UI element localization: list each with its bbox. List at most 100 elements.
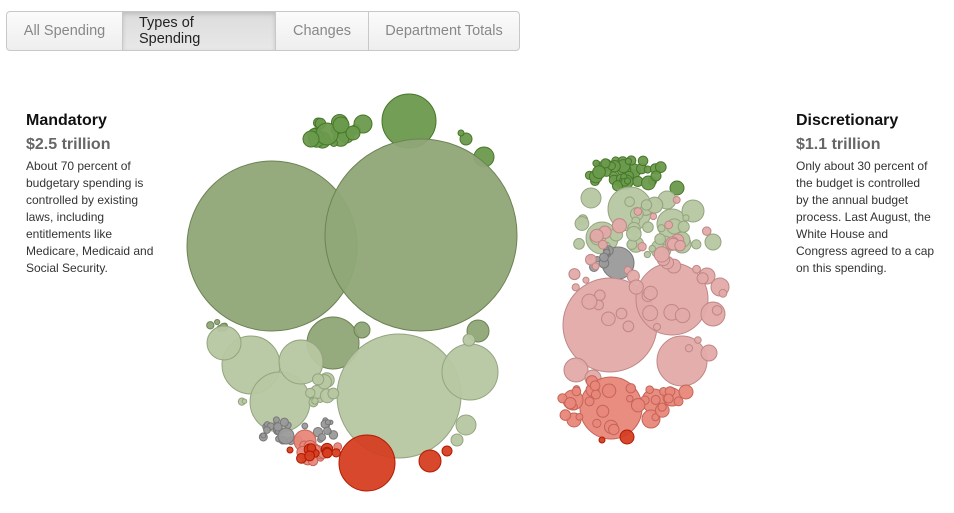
spending-bubble[interactable] [571,386,582,397]
spending-bubble[interactable] [214,318,221,326]
spending-bubble[interactable] [615,307,628,320]
spending-bubble[interactable] [590,389,601,400]
spending-bubble[interactable] [272,416,280,424]
spending-bubble[interactable] [345,125,361,141]
spending-bubble[interactable] [601,383,617,398]
spending-bubble[interactable] [582,276,590,284]
spending-bubble[interactable] [619,429,635,445]
spending-bubble[interactable] [580,187,602,209]
spending-bubble[interactable] [643,285,658,301]
spending-bubble[interactable] [622,320,635,333]
spending-bubble[interactable] [624,157,633,165]
spending-bubble[interactable] [649,212,658,221]
spending-bubble[interactable] [711,305,723,316]
spending-bubble[interactable] [564,396,577,410]
spending-bubble[interactable] [301,422,309,430]
spending-bubble[interactable] [563,357,589,383]
spending-bubble[interactable] [684,344,694,353]
spending-bubble[interactable] [678,384,694,400]
spending-bubble[interactable] [674,307,691,324]
spending-bubble[interactable] [589,228,604,243]
spending-bubble[interactable] [462,333,476,347]
spending-bubble[interactable] [312,373,325,386]
spending-bubble[interactable] [691,239,702,250]
spending-bubble[interactable] [626,226,642,242]
spending-bubble[interactable] [700,301,726,327]
spending-bubble[interactable] [332,116,350,134]
spending-bubble[interactable] [653,246,670,263]
spending-bubble[interactable] [692,264,701,274]
spending-bubble[interactable] [637,242,647,252]
spending-bubble[interactable] [623,177,632,185]
spending-bubble[interactable] [669,180,685,196]
spending-bubble[interactable] [633,207,643,216]
spending-bubble[interactable] [663,393,674,404]
spending-bubble[interactable] [696,272,709,285]
spending-bubble[interactable] [568,268,581,281]
spending-bubble[interactable] [450,433,464,447]
spending-bubble[interactable] [304,450,316,462]
spending-bubble[interactable] [701,226,712,236]
spending-bubble[interactable] [654,233,666,245]
spending-bubble[interactable] [581,293,598,310]
spending-bubble[interactable] [704,233,722,251]
spending-bubble[interactable] [455,414,477,436]
medicare-bubble[interactable] [324,138,518,332]
spending-bubble[interactable] [648,244,657,253]
spending-bubble[interactable] [611,218,628,234]
spending-bubble[interactable] [625,383,637,394]
spending-bubble[interactable] [601,311,616,327]
spending-bubble[interactable] [327,387,340,400]
spending-bubble[interactable] [317,433,327,442]
spending-bubble[interactable] [642,305,659,322]
spending-bubble[interactable] [571,283,580,292]
tab-changes[interactable]: Changes [276,12,369,50]
spending-bubble[interactable] [597,239,608,250]
spending-bubble[interactable] [263,426,271,434]
spending-bubble[interactable] [657,224,666,233]
spending-bubble[interactable] [584,396,595,407]
spending-bubble[interactable] [575,412,584,421]
spending-bubble[interactable] [323,426,332,435]
spending-bubble[interactable] [331,448,341,458]
spending-bubble[interactable] [592,418,602,428]
spending-bubble[interactable] [630,398,646,413]
spending-bubble[interactable] [599,252,609,263]
spending-bubble[interactable] [664,220,674,230]
spending-bubble[interactable] [625,394,634,403]
spending-bubble[interactable] [241,398,248,405]
spending-bubble[interactable] [673,396,684,407]
spending-bubble[interactable] [353,321,371,339]
spending-bubble[interactable] [700,344,718,362]
spending-bubble[interactable] [642,221,654,233]
spending-bubble[interactable] [457,129,465,137]
spending-bubble[interactable] [650,394,661,405]
spending-bubble[interactable] [718,288,728,298]
spending-bubble[interactable] [682,214,690,222]
spending-bubble[interactable] [674,239,686,252]
spending-bubble[interactable] [279,417,289,427]
spending-bubble[interactable] [677,220,690,233]
spending-bubble[interactable] [591,262,600,271]
spending-bubble[interactable] [637,155,649,167]
spending-bubble[interactable] [657,402,667,412]
spending-bubble[interactable] [574,216,590,231]
tab-types-of-spending[interactable]: Types of Spending [123,12,276,50]
spending-bubble[interactable] [302,130,320,148]
spending-bubble[interactable] [277,427,295,445]
spending-bubble[interactable] [305,387,316,399]
spending-bubble[interactable] [311,397,319,405]
spending-bubble[interactable] [643,250,652,259]
spending-bubble[interactable] [592,165,606,179]
spending-bubble[interactable] [585,253,597,266]
spending-bubble[interactable] [694,336,702,344]
spending-bubble[interactable] [600,158,611,169]
spending-bubble[interactable] [324,419,331,426]
spending-bubble[interactable] [573,237,585,250]
spending-bubble[interactable] [624,196,635,208]
spending-bubble[interactable] [650,170,662,182]
spending-bubble[interactable] [608,423,620,436]
spending-bubble[interactable] [654,161,667,173]
spending-bubble[interactable] [459,132,473,146]
spending-bubble[interactable] [206,321,215,330]
